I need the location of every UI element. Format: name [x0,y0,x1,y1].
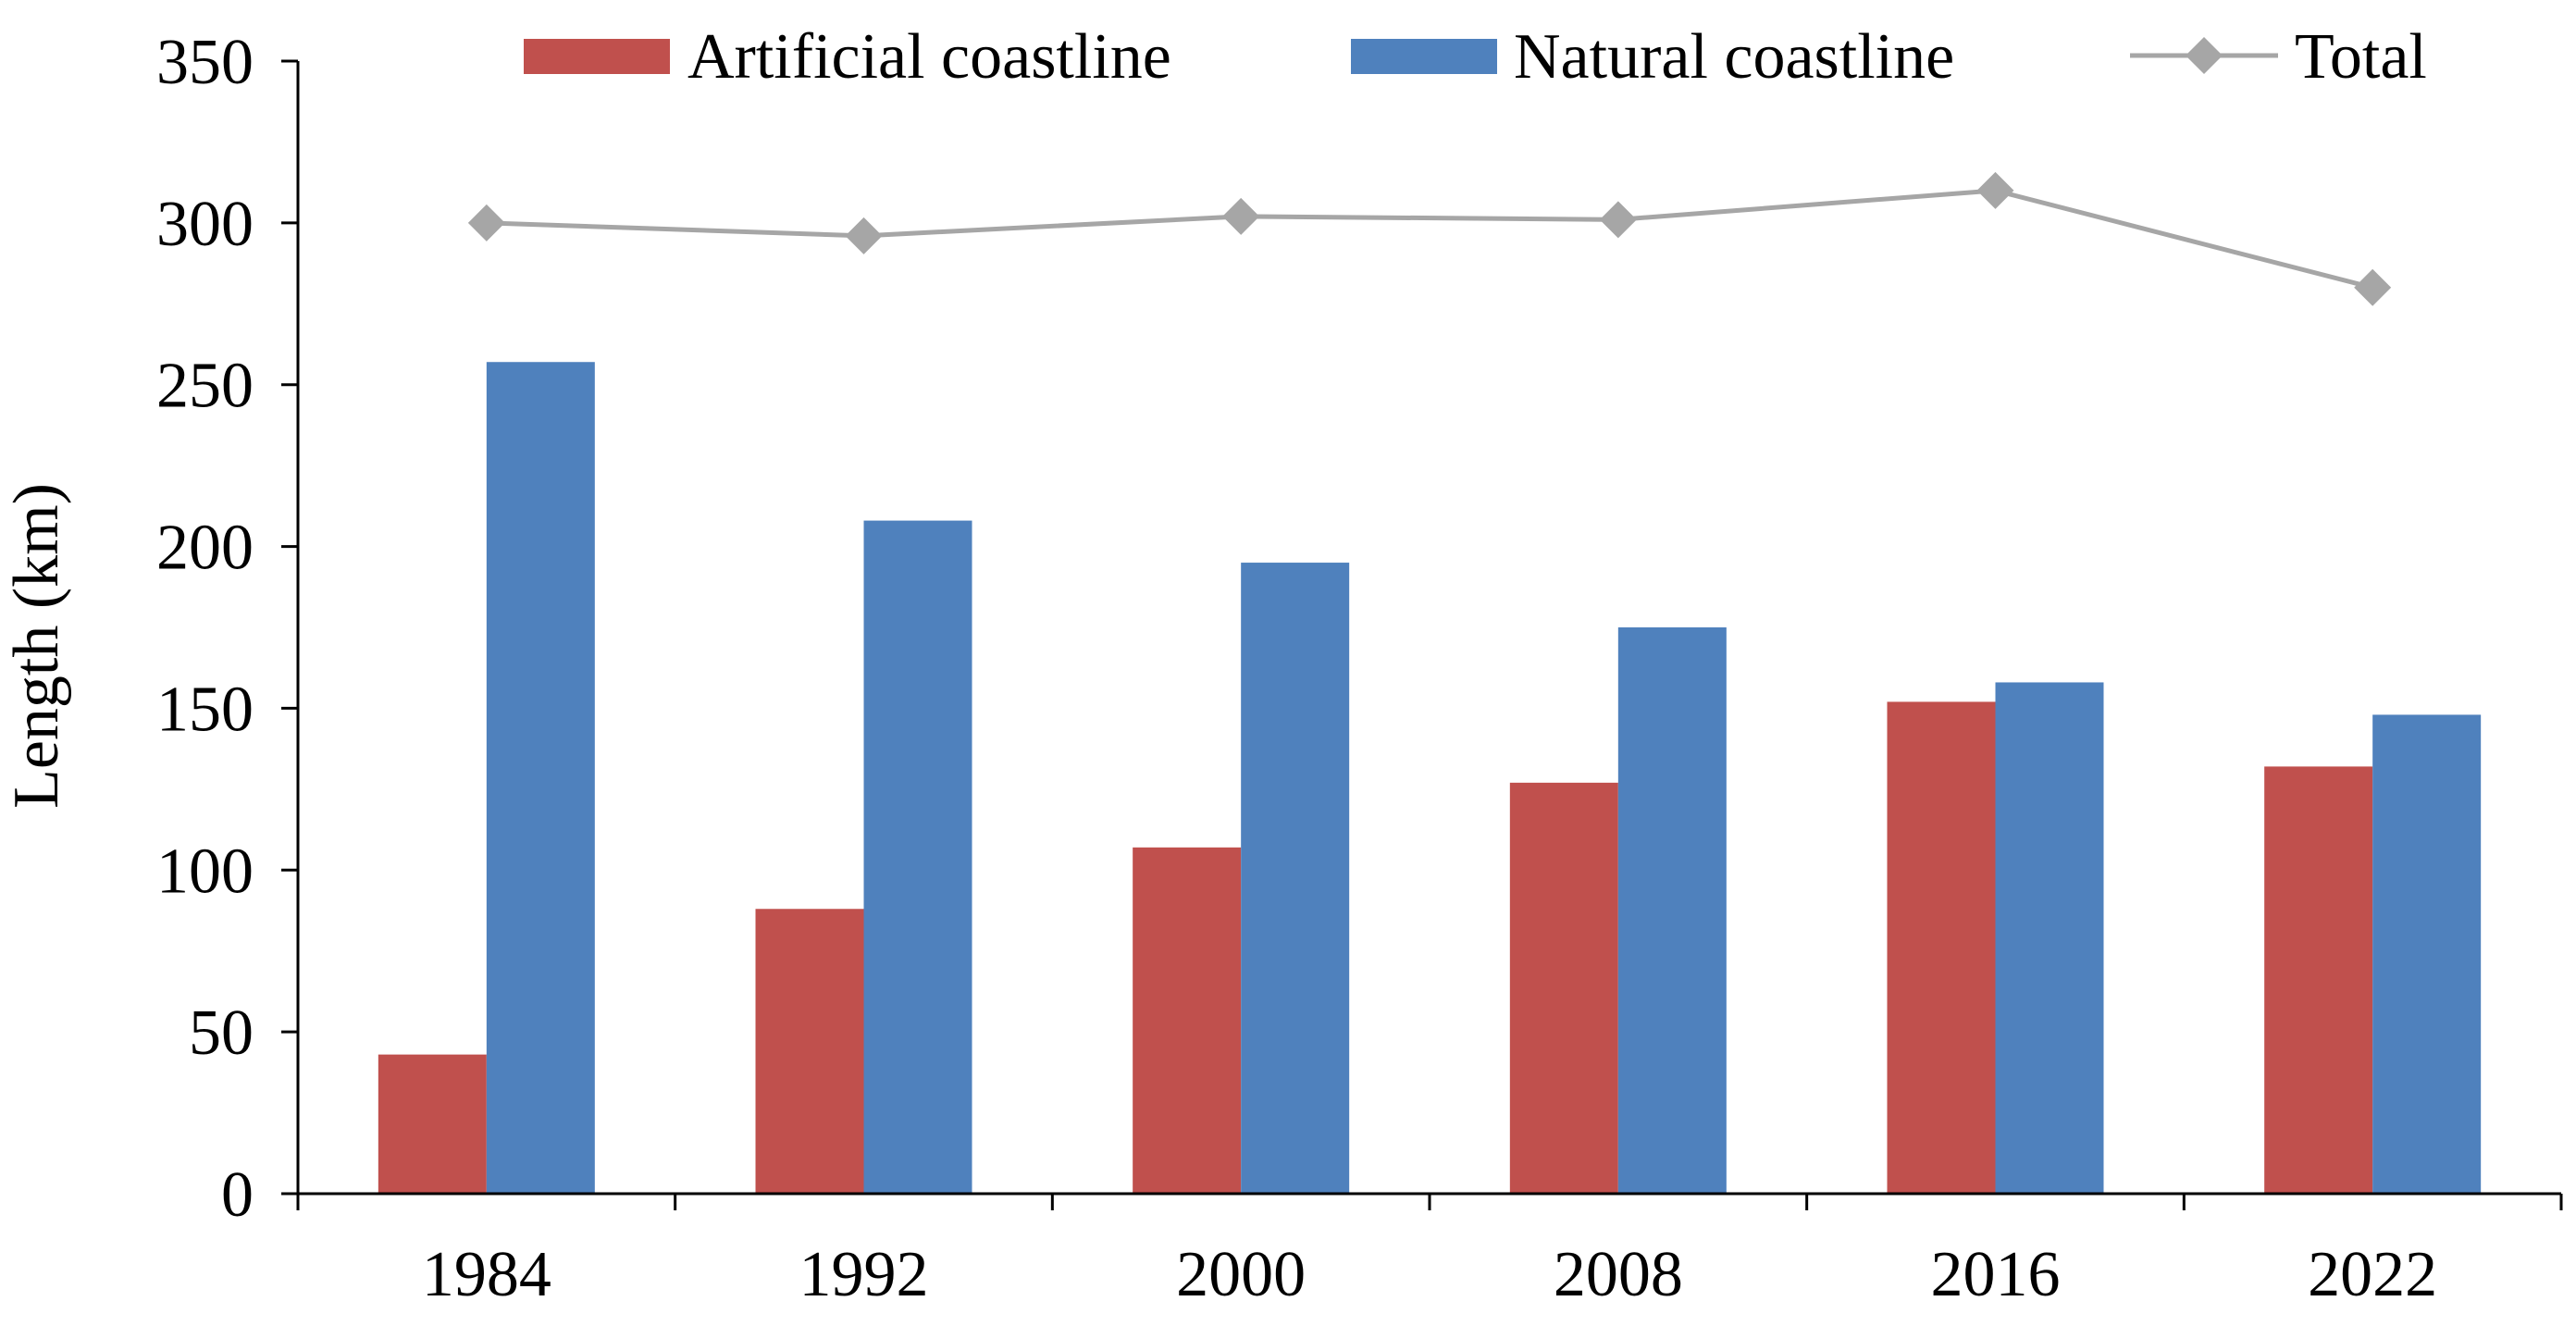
legend-swatch-natural-coastline [1351,39,1497,74]
bar-artificial-coastline-1984 [378,1054,487,1194]
legend-label-natural-coastline: Natural coastline [1514,21,1954,93]
y-tick-label: 0 [221,1159,254,1231]
line-point-total-2022 [2354,268,2392,306]
x-tick-label: 1984 [422,1239,551,1310]
bars-layer [378,362,2482,1195]
y-tick-label: 300 [156,189,254,260]
line-point-total-2016 [1976,171,2014,209]
legend: Artificial coastline Natural coastline T… [524,21,2427,93]
legend-swatch-artificial-coastline [524,39,670,74]
x-tick-label: 2008 [1554,1239,1683,1310]
y-tick-label: 200 [156,513,254,584]
y-tick-label: 250 [156,351,254,422]
line-layer [467,171,2392,306]
axes-layer [296,61,2561,1196]
y-tick-label: 350 [156,27,254,98]
legend-marker-total-icon [2186,37,2223,74]
bar-artificial-coastline-2022 [2264,766,2373,1194]
x-tick-label: 2000 [1176,1239,1306,1310]
bar-natural-coastline-2008 [1617,627,1727,1194]
bar-natural-coastline-2000 [1241,563,1350,1194]
bar-artificial-coastline-2016 [1887,701,1996,1194]
y-tick-label: 100 [156,836,254,907]
ticks-layer: 0 50 100 150 200 250 300 350 1984 1992 2000 2008 201… [156,27,2563,1310]
series-line-total [486,188,2373,291]
y-axis-title: Length (km) [1,483,72,809]
line-point-total-2008 [1599,201,1637,239]
line-point-total-1992 [845,217,883,254]
x-tick-label: 2016 [1931,1239,2061,1310]
bar-natural-coastline-2016 [1995,682,2104,1194]
bar-natural-coastline-2022 [2372,714,2482,1194]
y-tick-label: 50 [189,998,254,1069]
x-tick-label: 1992 [799,1239,929,1310]
bar-artificial-coastline-1992 [755,909,864,1194]
bar-natural-coastline-1992 [863,520,972,1194]
bar-artificial-coastline-2000 [1133,847,1242,1194]
line-point-total-1984 [467,204,505,242]
y-tick-label: 150 [156,674,254,745]
x-tick-label: 2022 [2308,1239,2437,1310]
legend-label-total: Total [2295,21,2427,93]
legend-label-artificial-coastline: Artificial coastline [687,21,1171,93]
line-point-total-2000 [1222,197,1260,235]
bar-natural-coastline-1984 [486,362,595,1195]
bar-artificial-coastline-2008 [1509,782,1618,1194]
